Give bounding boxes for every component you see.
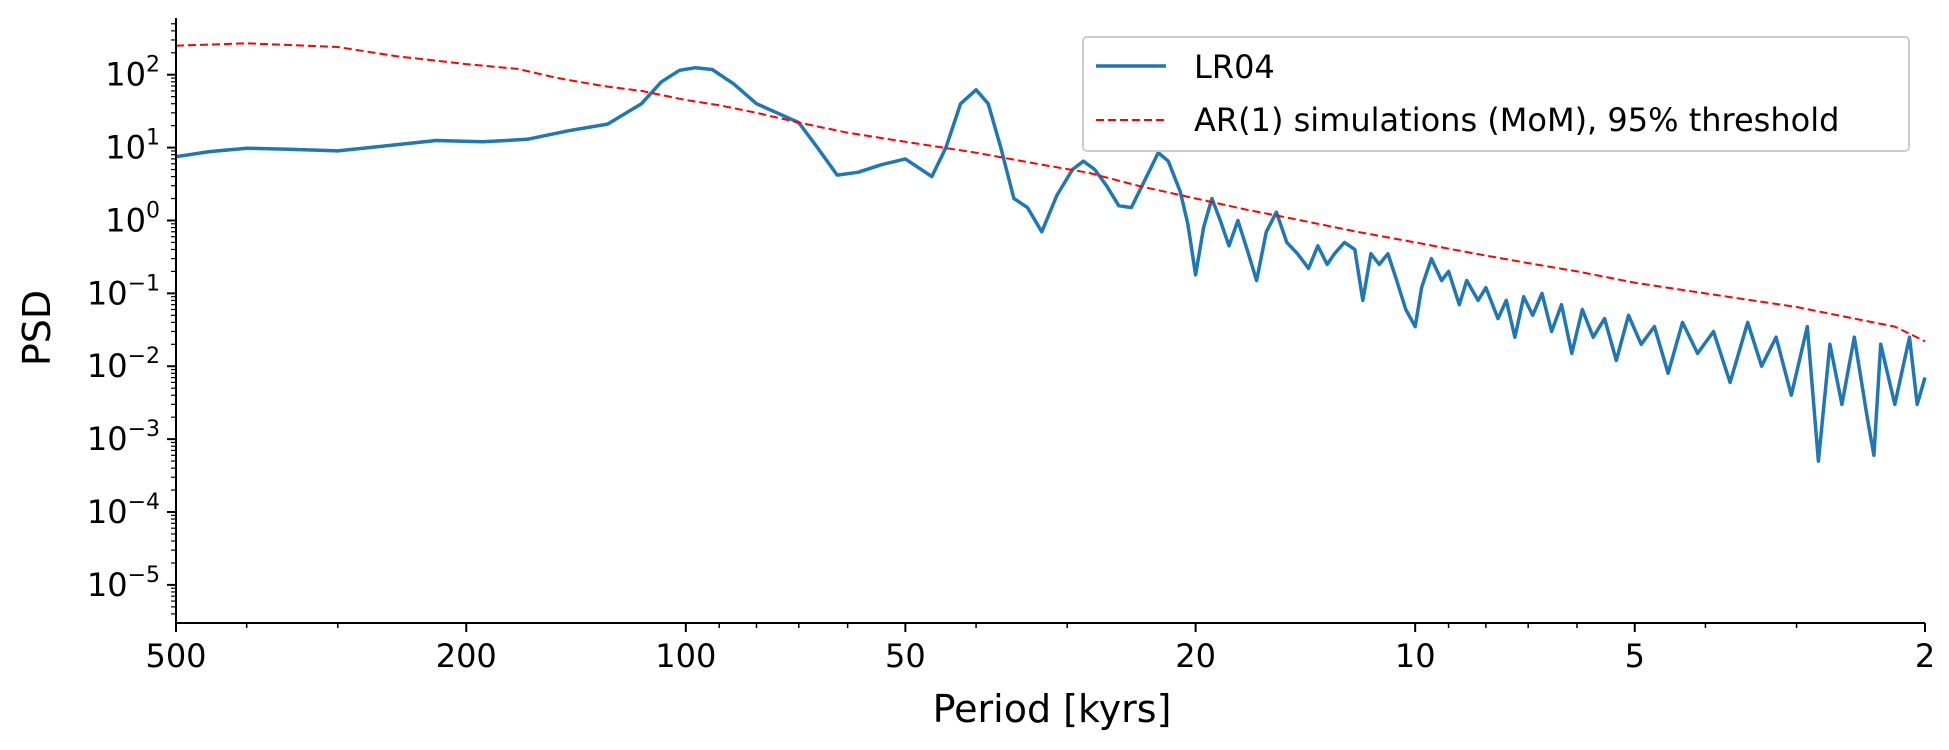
y-tick-label: 10−5: [87, 563, 160, 604]
y-tick-label: 10−4: [87, 490, 160, 531]
x-tick-label: 200: [436, 637, 497, 675]
series-line-0: [175, 65, 1927, 463]
x-tick-label: 20: [1175, 637, 1216, 675]
series-line-1: [175, 42, 1926, 343]
y-tick-label: 101: [105, 126, 160, 167]
legend: LR04 AR(1) simulations (MoM), 95% thresh…: [1082, 36, 1910, 152]
legend-label-ar1: AR(1) simulations (MoM), 95% threshold: [1194, 101, 1839, 139]
x-tick-label: 2: [1915, 637, 1935, 675]
y-tick-label: 102: [105, 53, 160, 94]
plot-lines: [175, 42, 1927, 463]
y-tick-label: 10−3: [87, 417, 160, 458]
x-tick-label: 100: [655, 637, 716, 675]
y-tick-label: 10−2: [87, 344, 160, 385]
axes: [175, 18, 1925, 624]
x-tick-label: 10: [1395, 637, 1436, 675]
x-tick-label: 50: [885, 637, 926, 675]
y-tick-label: 10−1: [87, 271, 160, 312]
legend-box: [1082, 36, 1910, 152]
y-tick-label: 100: [105, 198, 160, 239]
legend-label-lr04: LR04: [1194, 48, 1275, 86]
axis-labels: Period [kyrs] PSD: [15, 290, 1171, 731]
x-tick-label: 5: [1625, 637, 1645, 675]
ticks: 500 200 100 50 20 10 5 2 102 101 100 10−1 10−2 10−3 10…: [87, 23, 1935, 675]
y-axis-label: PSD: [15, 290, 59, 366]
x-tick-label: 500: [145, 637, 206, 675]
x-axis-label: Period [kyrs]: [933, 687, 1172, 731]
